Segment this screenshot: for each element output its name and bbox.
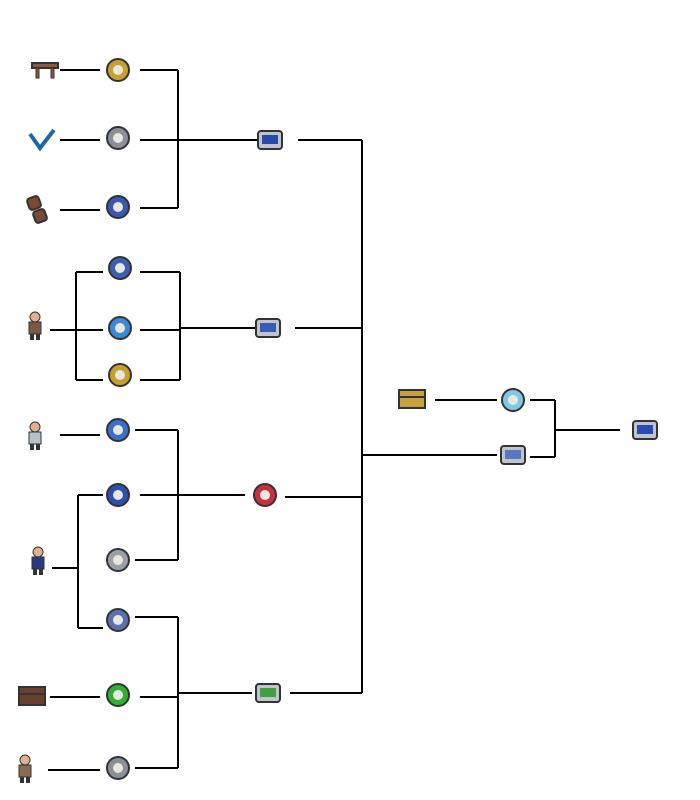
zombie-icon: [9, 752, 41, 784]
thermometer-icon: [102, 414, 134, 446]
gps-icon: [254, 124, 286, 156]
chest-icon: [16, 679, 48, 711]
stopwatch-icon: [102, 544, 134, 576]
lifeform-analyzer-icon: [102, 679, 134, 711]
angler-npc-icon: [19, 309, 51, 341]
fish-finder-icon: [252, 312, 284, 344]
weather-radio-icon: [104, 252, 136, 284]
metal-detector-icon: [102, 479, 134, 511]
table-icon: [29, 54, 61, 86]
pda-icon: [497, 439, 529, 471]
merchant-npc-icon: [22, 544, 54, 576]
gold-watch-icon: [102, 54, 134, 86]
goblin-tech-icon: [249, 479, 281, 511]
cell-phone-icon: [629, 414, 661, 446]
rek-icon: [252, 677, 284, 709]
sextant-icon: [104, 359, 136, 391]
npc-icon: [19, 419, 51, 451]
gold-chest-icon: [396, 382, 428, 414]
tally-counter-icon: [102, 752, 134, 784]
radar-icon: [102, 604, 134, 636]
magic-mirror-icon: [497, 384, 529, 416]
fishermans-guide-icon: [104, 312, 136, 344]
bat-icon: [26, 124, 58, 156]
shackle-icon: [22, 194, 54, 226]
compass-icon: [102, 191, 134, 223]
depth-meter-icon: [102, 122, 134, 154]
